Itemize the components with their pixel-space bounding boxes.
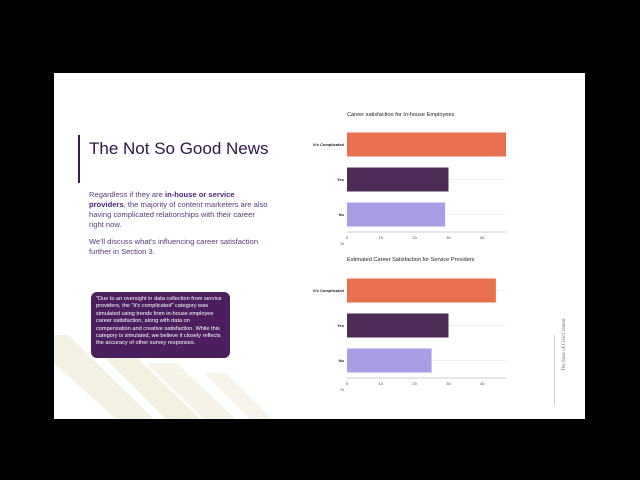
- page-title: The Not So Good News: [89, 139, 269, 158]
- side-brand-text: The State of CivicContent: [562, 318, 567, 371]
- category-label: It's Complicated: [313, 288, 344, 293]
- bar-it-s-complicated: [347, 278, 496, 303]
- body-text: Regardless if they are in-house or servi…: [89, 190, 269, 264]
- bar-no: [347, 202, 446, 227]
- x-tick-label: 10: [379, 381, 384, 386]
- body-text-pre: Regardless if they are: [89, 190, 165, 199]
- category-label: Yes: [337, 177, 345, 182]
- category-label: No: [339, 358, 345, 363]
- category-label: It's Complicated: [313, 142, 344, 147]
- footnote-callout: "Due to an oversight in data collection …: [91, 292, 230, 358]
- chart-2-title: Estimated Career Satisfaction for Servic…: [347, 257, 475, 263]
- body-paragraph-2: We'll discuss what's influencing career …: [89, 237, 259, 256]
- category-label: Yes: [337, 323, 345, 328]
- chart-1: It's Complicated Yes No 0 10 20 30 40%: [313, 132, 506, 246]
- bar-yes: [347, 167, 449, 192]
- side-divider: [554, 335, 555, 405]
- x-tick-label: 40: [480, 381, 485, 386]
- x-tick-label: 20: [412, 381, 417, 386]
- bar-it-s-complicated: [347, 132, 506, 157]
- decorative-stripes: [54, 335, 272, 419]
- category-label: No: [339, 212, 345, 217]
- body-text-bold: in-house or service providers: [89, 190, 235, 209]
- x-tick-label: 30: [446, 235, 451, 240]
- x-tick-label: 0: [346, 235, 349, 240]
- slide: The Not So Good News Regardless if they …: [54, 73, 585, 419]
- x-axis-unit: %: [340, 387, 344, 392]
- x-tick-label: 30: [446, 381, 451, 386]
- x-tick-label: 40: [480, 235, 485, 240]
- x-tick-label: 10: [379, 235, 384, 240]
- bar-no: [347, 348, 432, 373]
- body-text-post: , the majority of content marketers are …: [89, 200, 268, 229]
- x-tick-label: 20: [412, 235, 417, 240]
- body-paragraph-1: Regardless if they are in-house or servi…: [89, 190, 269, 230]
- chart-1-title: Career satisfaction for In-house Employe…: [347, 112, 455, 118]
- x-tick-label: 0: [346, 381, 349, 386]
- bar-yes: [347, 313, 449, 338]
- chart-2: It's Complicated Yes No 0 10 20 30 40%: [313, 278, 506, 392]
- title-accent-bar: [78, 135, 80, 183]
- x-axis-unit: %: [340, 241, 344, 246]
